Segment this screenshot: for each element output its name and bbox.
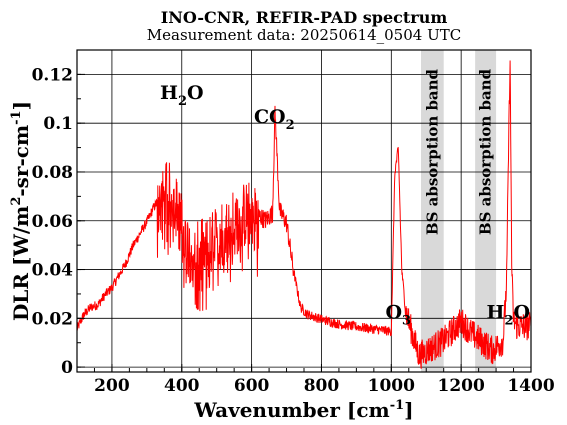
y-tick-label: 0.1 xyxy=(43,114,73,134)
chart-title: INO-CNR, REFIR-PAD spectrum xyxy=(161,8,448,27)
x-tick-label: 1000 xyxy=(368,376,415,396)
x-tick-label: 1200 xyxy=(437,376,484,396)
molecule-label: CO2 xyxy=(254,106,295,133)
y-tick-label: 0.12 xyxy=(32,65,73,85)
x-tick-label: 600 xyxy=(234,376,270,396)
y-axis-ticks: 0 0.02 0.04 0.06 0.08 0.1 0.12 xyxy=(32,49,85,378)
spectrum-series xyxy=(76,60,532,369)
chart-subtitle: Measurement data: 20250614_0504 UTC xyxy=(147,26,461,44)
band-label: BS absorption band xyxy=(477,68,495,235)
y-tick-label: 0.06 xyxy=(32,212,73,232)
x-tick-label: 200 xyxy=(94,376,130,396)
molecule-label: O3 xyxy=(385,301,411,328)
y-tick-label: 0.08 xyxy=(32,163,73,183)
band-label: BS absorption band xyxy=(423,68,441,235)
shaded-band xyxy=(475,50,497,372)
band-labels: BS absorption band BS absorption band xyxy=(423,68,494,235)
y-tick-label: 0.04 xyxy=(32,261,74,281)
x-axis-ticks: 200 400 600 800 1000 1200 1400 xyxy=(76,364,555,396)
shaded-band xyxy=(420,50,444,372)
annotations: H2O CO2 O3 H2O xyxy=(160,82,530,329)
x-axis-label: Wavenumber [cm-1] xyxy=(193,398,413,422)
x-tick-label: 1400 xyxy=(507,376,554,396)
y-axis-label: DLR [W/m2-sr-cm-1] xyxy=(9,101,33,321)
y-tick-label: 0 xyxy=(61,358,73,378)
y-tick-label: 0.02 xyxy=(32,309,73,329)
x-tick-label: 800 xyxy=(304,376,340,396)
molecule-label: H2O xyxy=(160,82,204,109)
shaded-bands xyxy=(420,50,497,372)
grid-lines xyxy=(77,50,531,372)
spectrum-line xyxy=(76,60,532,369)
x-tick-label: 400 xyxy=(164,376,200,396)
molecule-label: H2O xyxy=(487,301,531,328)
